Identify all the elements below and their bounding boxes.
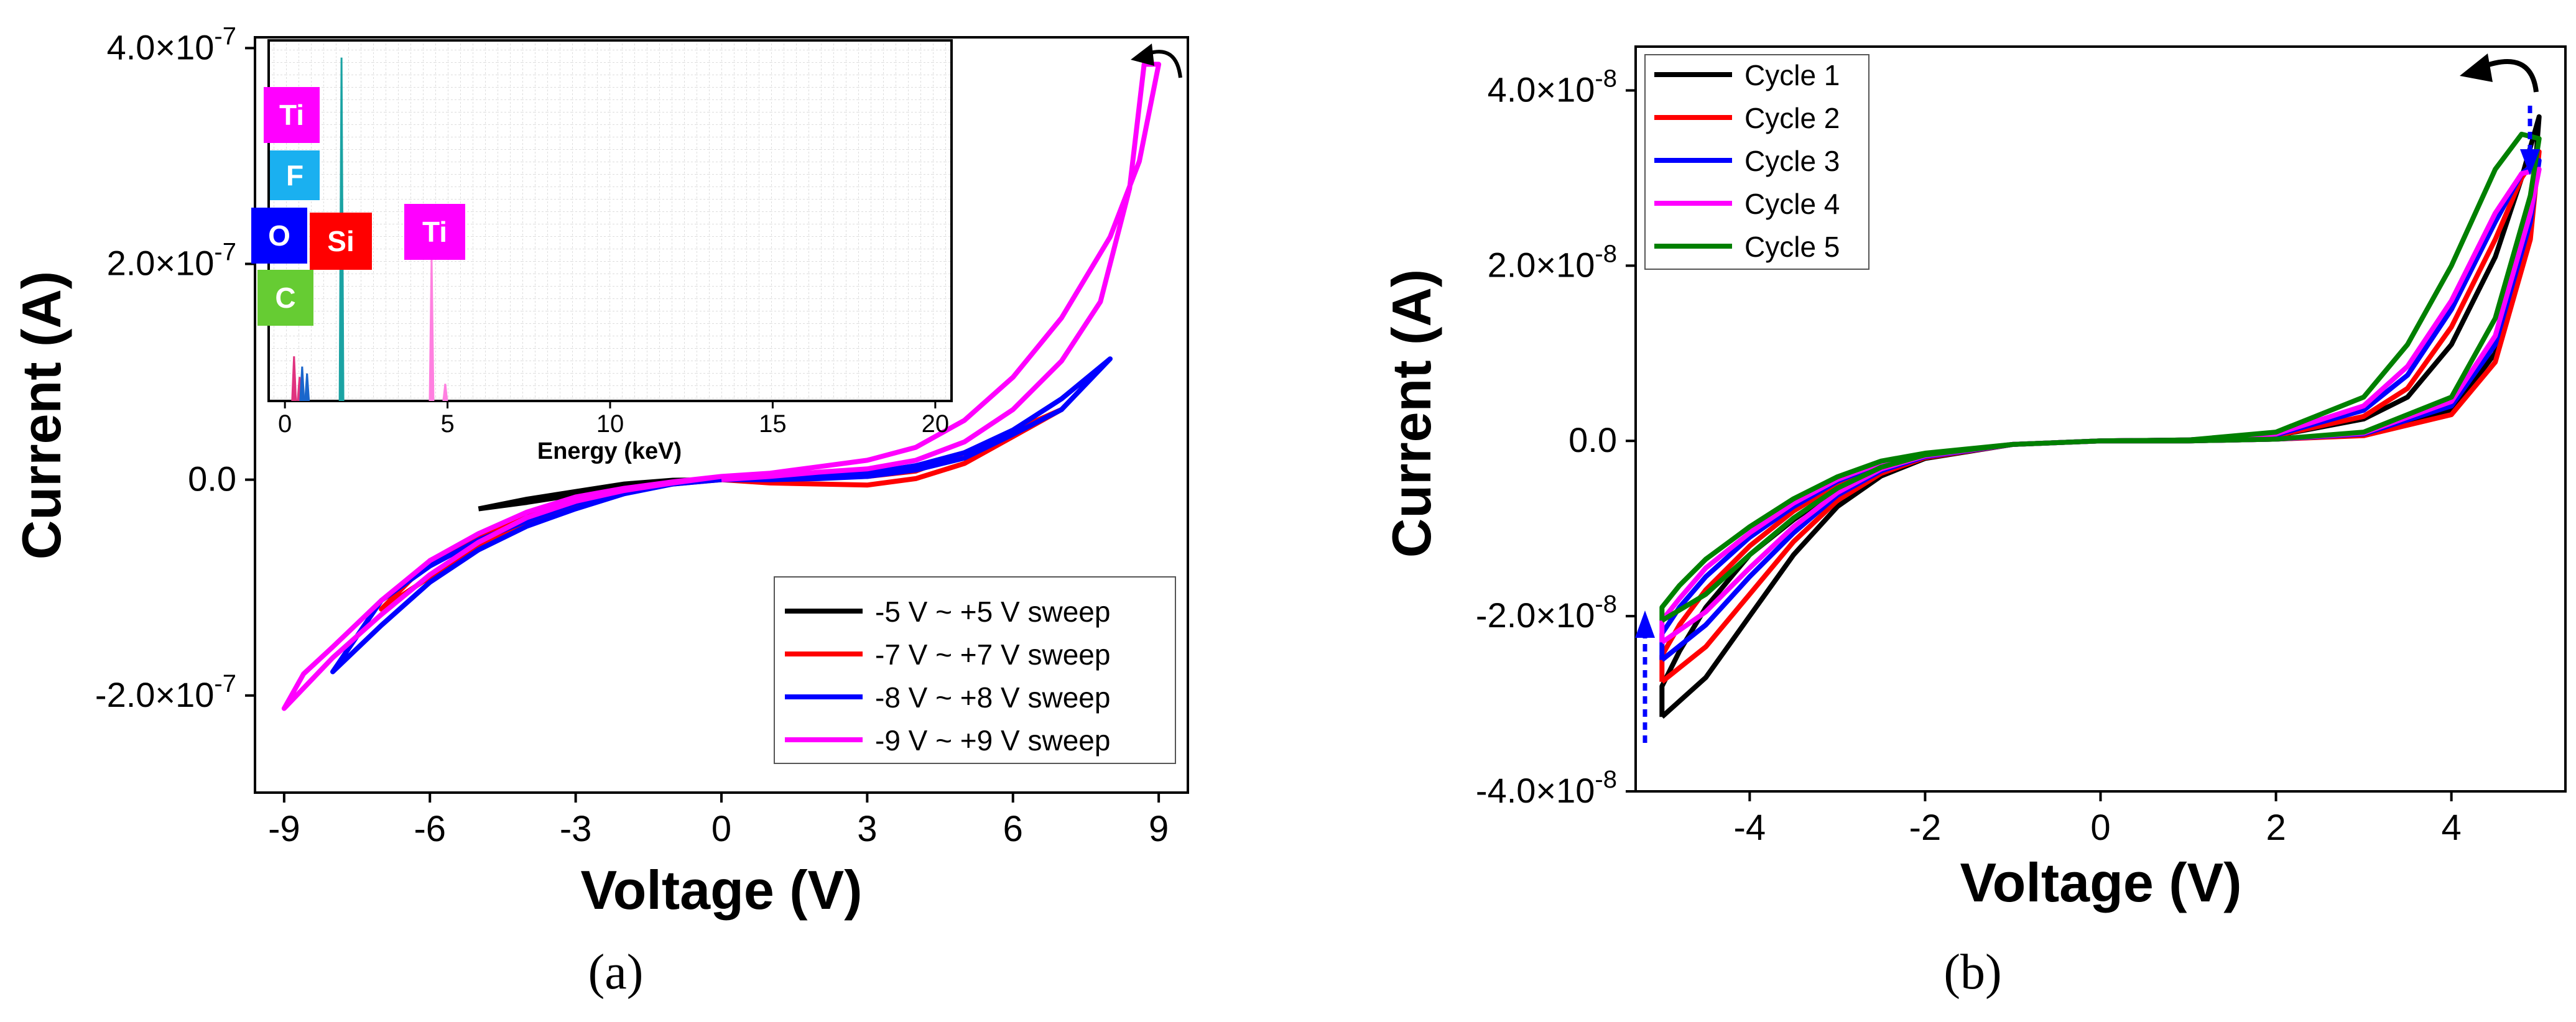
y-tick-label: -2.0×10-7 xyxy=(95,670,236,714)
eds-x-tick-label: 15 xyxy=(759,410,787,438)
panel-b-legend: Cycle 1 Cycle 2 Cycle 3 Cycle 4 Cycle 5 xyxy=(1644,54,1869,270)
panel-a: -9 -6 -3 0 3 6 9 -2.0×10-7 0.0 2.0×10-7 4.0×10-7 0… xyxy=(11,22,1189,1000)
legend-label: Cycle 1 xyxy=(1744,59,1840,91)
panel-a-xlabel: Voltage (V) xyxy=(580,859,862,921)
y-tick-label: -4.0×10-8 xyxy=(1476,766,1617,810)
eds-element-badge xyxy=(257,270,313,326)
eds-x-tick-label: 0 xyxy=(278,410,292,438)
eds-inset: 0 5 10 15 20 Energy (keV) Ti FO Si C Ti xyxy=(251,39,953,464)
x-tick-label: -4 xyxy=(1734,808,1766,848)
legend-label: -7 V ~ +7 V sweep xyxy=(875,638,1110,671)
y-tick-label: 4.0×10-8 xyxy=(1488,65,1617,109)
x-tick-label: 0 xyxy=(2090,808,2110,848)
panel-a-legend: -5 V ~ +5 V sweep -7 V ~ +7 V sweep -8 V ~… xyxy=(774,576,1176,764)
panel-a-sweep-arrow xyxy=(1131,44,1182,78)
panel-a-curves xyxy=(281,62,1162,711)
eds-element-badge xyxy=(251,208,307,264)
panel-b: -4 -2 0 2 4 -4.0×10-8 -2.0×10-8 0.0 2.0×10-8 4.0×… xyxy=(1381,45,2567,1000)
x-tick-label: 6 xyxy=(1003,809,1023,849)
eds-element-label: F xyxy=(286,159,303,191)
eds-peak xyxy=(442,384,448,401)
eds-element-badge xyxy=(264,87,320,143)
eds-element-badges: Ti FO Si C Ti xyxy=(251,87,465,326)
panel-b-xlabel: Voltage (V) xyxy=(1960,852,2241,913)
eds-element-label: Ti xyxy=(422,216,447,248)
legend-label: Cycle 4 xyxy=(1744,188,1840,220)
eds-xlabel: Energy (keV) xyxy=(537,438,682,464)
panel-b-down-trend-arrow xyxy=(2520,106,2540,175)
y-tick-label: 4.0×10-7 xyxy=(107,22,236,67)
eds-x-tick-label: 10 xyxy=(596,410,624,438)
x-tick-label: 3 xyxy=(857,809,877,849)
legend-label: Cycle 2 xyxy=(1744,102,1840,134)
series-line-9-v-9-v-sweep xyxy=(281,62,1162,711)
y-tick-label: 2.0×10-7 xyxy=(107,239,236,283)
y-tick-label: 0.0 xyxy=(188,459,236,499)
panel-b-up-trend-arrow xyxy=(1635,610,1655,743)
x-tick-label: -3 xyxy=(560,809,592,849)
eds-element-badge xyxy=(310,213,372,270)
panel-b-ylabel: Current (A) xyxy=(1381,269,1442,558)
legend-label: Cycle 3 xyxy=(1744,145,1840,177)
panel-a-ticks: -9 -6 -3 0 3 6 9 -2.0×10-7 0.0 2.0×10-7 4.0×10-7 xyxy=(95,22,1169,849)
y-tick-label: -2.0×10-8 xyxy=(1476,591,1617,635)
x-tick-label: -6 xyxy=(414,809,446,849)
x-tick-label: -2 xyxy=(1909,808,1942,848)
eds-element-label: O xyxy=(268,219,290,252)
eds-element-label: C xyxy=(275,282,295,314)
panel-b-curves xyxy=(1659,114,2542,719)
eds-x-tick-label: 5 xyxy=(440,410,454,438)
eds-element-label: Si xyxy=(327,225,354,257)
eds-peak xyxy=(429,256,435,401)
panel-a-ylabel: Current (A) xyxy=(11,271,72,559)
legend-label: -8 V ~ +8 V sweep xyxy=(875,681,1110,714)
panel-b-sweep-arrow xyxy=(2460,53,2539,93)
y-tick-label: 2.0×10-8 xyxy=(1488,240,1617,284)
x-tick-label: 2 xyxy=(2266,808,2286,848)
eds-element-label: Ti xyxy=(279,99,304,131)
x-tick-label: 4 xyxy=(2442,808,2462,848)
eds-element-badge xyxy=(404,204,465,260)
x-tick-label: 0 xyxy=(711,809,731,849)
eds-peak xyxy=(299,366,305,401)
x-tick-label: 9 xyxy=(1149,809,1169,849)
panel-b-ticks: -4 -2 0 2 4 -4.0×10-8 -2.0×10-8 0.0 2.0×10-8 4.0×… xyxy=(1476,65,2462,848)
eds-peak xyxy=(304,373,310,401)
caption-a: (a) xyxy=(588,945,644,1000)
eds-ticks: 0 5 10 15 20 xyxy=(278,401,949,438)
caption-b: (b) xyxy=(1944,945,2001,1000)
legend-label: Cycle 5 xyxy=(1744,231,1840,263)
legend-label: -9 V ~ +9 V sweep xyxy=(875,724,1110,757)
eds-peak xyxy=(291,356,297,401)
eds-element-badge xyxy=(270,150,320,200)
x-tick-label: -9 xyxy=(268,809,300,849)
panel-a-legend-frame xyxy=(774,576,1176,764)
eds-x-tick-label: 20 xyxy=(922,410,950,438)
series-line-cycle-5 xyxy=(1659,131,2542,623)
legend-label: -5 V ~ +5 V sweep xyxy=(875,596,1110,628)
y-tick-label: 0.0 xyxy=(1568,420,1617,459)
